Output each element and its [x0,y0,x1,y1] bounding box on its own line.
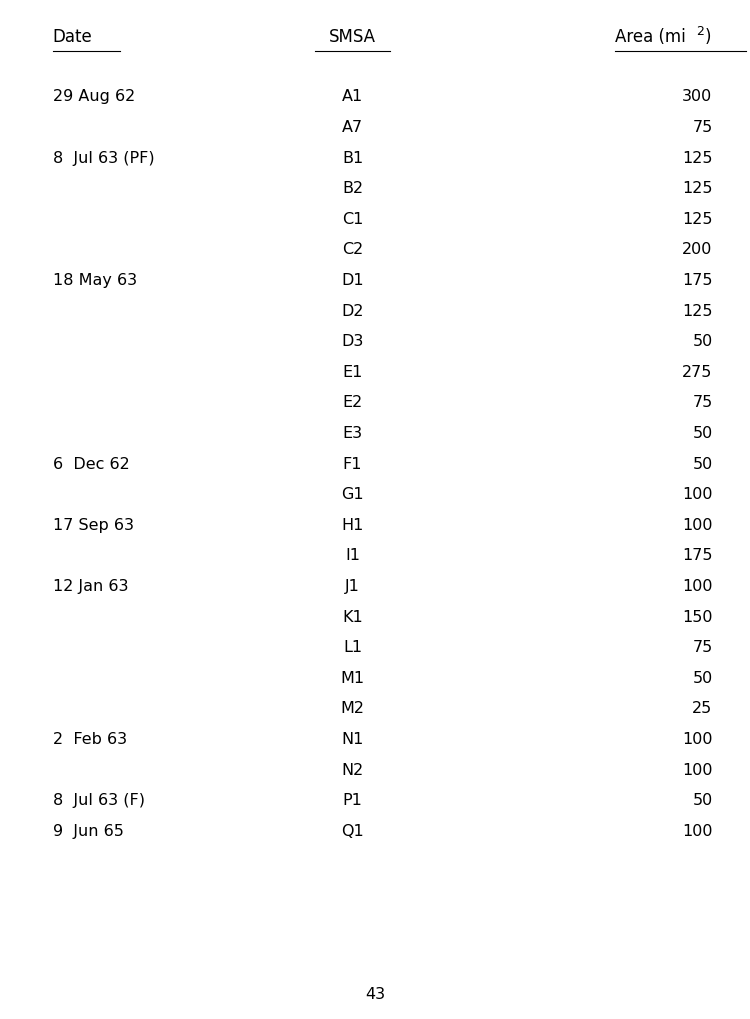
Text: ): ) [705,28,712,46]
Text: M1: M1 [340,671,364,685]
Text: 9  Jun 65: 9 Jun 65 [53,823,123,838]
Text: E1: E1 [342,365,363,379]
Text: 125: 125 [682,151,712,165]
Text: 75: 75 [692,395,712,410]
Text: 25: 25 [692,701,712,715]
Text: Date: Date [53,28,92,46]
Text: C1: C1 [342,212,363,226]
Text: K1: K1 [342,609,363,624]
Text: 100: 100 [682,732,712,746]
Text: 8  Jul 63 (PF): 8 Jul 63 (PF) [53,151,154,165]
Text: 100: 100 [682,518,712,532]
Text: 125: 125 [682,181,712,196]
Text: C2: C2 [342,243,363,257]
Text: 43: 43 [365,986,385,1001]
Text: 75: 75 [692,120,712,135]
Text: D3: D3 [341,334,364,348]
Text: Q1: Q1 [341,823,364,838]
Text: M2: M2 [340,701,364,715]
Text: 100: 100 [682,823,712,838]
Text: J1: J1 [345,579,360,593]
Text: 50: 50 [692,793,712,807]
Text: 300: 300 [682,90,712,104]
Text: 6  Dec 62: 6 Dec 62 [53,457,129,471]
Text: 12 Jan 63: 12 Jan 63 [53,579,128,593]
Text: P1: P1 [343,793,362,807]
Text: 50: 50 [692,671,712,685]
Text: 175: 175 [682,273,712,287]
Text: B2: B2 [342,181,363,196]
Text: E3: E3 [343,426,362,440]
Text: 175: 175 [682,548,712,562]
Text: H1: H1 [341,518,364,532]
Text: Area (mi: Area (mi [615,28,686,46]
Text: 8  Jul 63 (F): 8 Jul 63 (F) [53,793,145,807]
Text: A7: A7 [342,120,363,135]
Text: 2  Feb 63: 2 Feb 63 [53,732,127,746]
Text: D2: D2 [341,304,364,318]
Text: G1: G1 [341,487,364,501]
Text: D1: D1 [341,273,364,287]
Text: L1: L1 [343,640,362,654]
Text: 17 Sep 63: 17 Sep 63 [53,518,134,532]
Text: 100: 100 [682,762,712,776]
Text: 125: 125 [682,212,712,226]
Text: 75: 75 [692,640,712,654]
Text: 50: 50 [692,334,712,348]
Text: 2: 2 [696,24,703,38]
Text: 50: 50 [692,426,712,440]
Text: 200: 200 [682,243,712,257]
Text: 50: 50 [692,457,712,471]
Text: 125: 125 [682,304,712,318]
Text: A1: A1 [342,90,363,104]
Text: SMSA: SMSA [329,28,376,46]
Text: N2: N2 [341,762,364,776]
Text: 100: 100 [682,487,712,501]
Text: 150: 150 [682,609,712,624]
Text: F1: F1 [343,457,362,471]
Text: I1: I1 [345,548,360,562]
Text: 18 May 63: 18 May 63 [53,273,136,287]
Text: 29 Aug 62: 29 Aug 62 [53,90,135,104]
Text: E2: E2 [342,395,363,410]
Text: N1: N1 [341,732,364,746]
Text: B1: B1 [342,151,363,165]
Text: 275: 275 [682,365,712,379]
Text: 100: 100 [682,579,712,593]
